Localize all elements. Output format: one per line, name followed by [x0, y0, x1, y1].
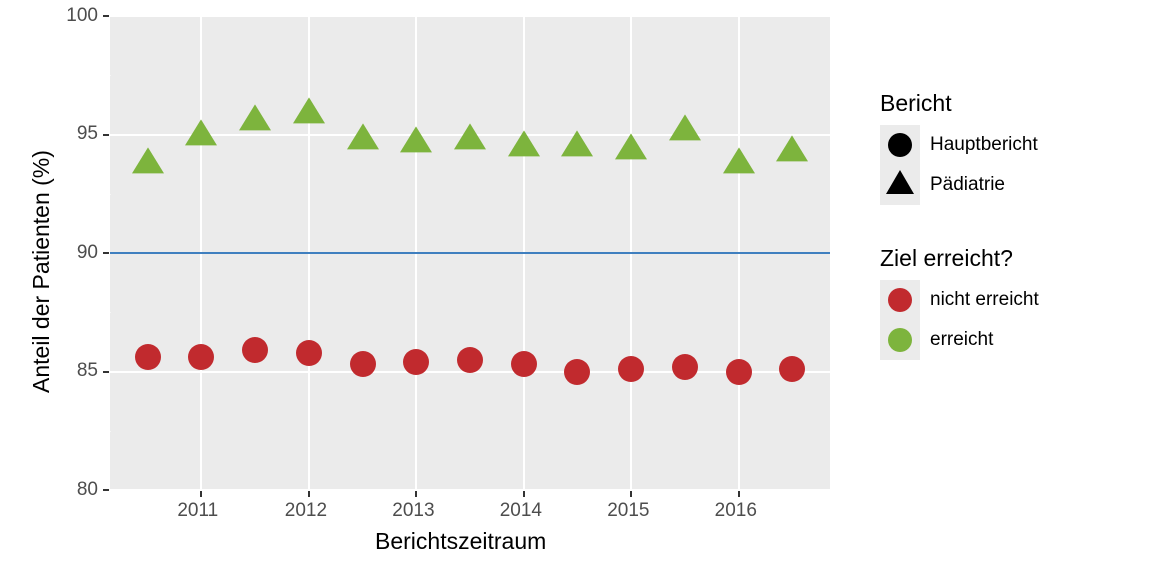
marker-triangle: [723, 147, 755, 173]
y-tick: [103, 15, 109, 17]
legend-label: nicht erreicht: [930, 289, 1039, 311]
marker-circle: [511, 351, 537, 377]
legend-swatch: [888, 328, 912, 352]
gridline-x-minor: [470, 16, 471, 17]
marker-circle: [726, 359, 752, 385]
legend-block: Bericht Hauptbericht Pädiatrie: [880, 90, 1039, 205]
legend: Bericht Hauptbericht Pädiatrie Ziel erreich…: [880, 90, 1039, 360]
marker-circle: [350, 351, 376, 377]
x-tick: [630, 491, 632, 497]
x-tick-label: 2012: [285, 500, 327, 522]
legend-key: [880, 280, 920, 320]
marker-circle: [457, 347, 483, 373]
gridline-x-minor: [577, 16, 578, 17]
legend-spacer: [880, 205, 1039, 245]
marker-triangle: [508, 131, 540, 157]
marker-triangle: [185, 119, 217, 145]
x-tick-label: 2015: [607, 500, 649, 522]
x-tick-label: 2016: [715, 500, 757, 522]
y-axis-title: Anteil der Patienten (%): [28, 150, 55, 393]
gridline-x-minor: [685, 16, 686, 17]
marker-circle: [672, 354, 698, 380]
legend-label: Pädiatrie: [930, 174, 1005, 196]
marker-circle: [564, 359, 590, 385]
gridline-y-minor: [110, 312, 111, 313]
legend-item: nicht erreicht: [880, 280, 1039, 320]
chart-root: Anteil der Patienten (%) Berichtszeitrau…: [0, 0, 1152, 576]
gridline-y-minor: [110, 431, 111, 432]
y-tick-label: 85: [77, 360, 98, 382]
x-tick-label: 2011: [177, 500, 218, 522]
marker-triangle: [886, 170, 914, 194]
marker-triangle: [293, 98, 325, 124]
x-tick-label: 2014: [500, 500, 542, 522]
marker-circle: [296, 340, 322, 366]
gridline-x-minor: [148, 16, 149, 17]
legend-key: [880, 165, 920, 205]
legend-key: [880, 320, 920, 360]
y-tick-label: 95: [77, 123, 98, 145]
legend-item: Hauptbericht: [880, 125, 1039, 165]
gridline-y: [110, 489, 830, 491]
marker-circle: [242, 337, 268, 363]
legend-title: Ziel erreicht?: [880, 245, 1039, 272]
marker-triangle: [776, 135, 808, 161]
marker-triangle: [454, 124, 486, 150]
y-tick-label: 90: [77, 242, 98, 264]
y-tick-label: 80: [77, 479, 98, 501]
marker-triangle: [347, 124, 379, 150]
y-tick: [103, 489, 109, 491]
marker-circle: [779, 356, 805, 382]
reference-line: [110, 252, 830, 254]
x-tick: [308, 491, 310, 497]
marker-circle: [188, 344, 214, 370]
marker-circle: [618, 356, 644, 382]
gridline-x-minor: [363, 16, 364, 17]
x-tick-label: 2013: [392, 500, 434, 522]
gridline-x-minor: [792, 16, 793, 17]
gridline-y-minor: [110, 75, 111, 76]
legend-item: erreicht: [880, 320, 1039, 360]
y-tick: [103, 252, 109, 254]
gridline-y-minor: [110, 194, 111, 195]
x-tick: [200, 491, 202, 497]
x-axis-title: Berichtszeitraum: [375, 528, 546, 555]
x-tick: [738, 491, 740, 497]
marker-triangle: [561, 131, 593, 157]
y-tick-label: 100: [66, 5, 98, 27]
legend-title: Bericht: [880, 90, 1039, 117]
marker-circle: [135, 344, 161, 370]
x-tick: [523, 491, 525, 497]
marker-triangle: [669, 114, 701, 140]
legend-key: [880, 125, 920, 165]
marker-triangle: [239, 105, 271, 131]
legend-item: Pädiatrie: [880, 165, 1039, 205]
marker-triangle: [615, 133, 647, 159]
y-tick: [103, 371, 109, 373]
marker-circle: [403, 349, 429, 375]
marker-triangle: [400, 126, 432, 152]
legend-block: Ziel erreicht? nicht erreicht erreicht: [880, 245, 1039, 360]
marker-circle: [888, 133, 912, 157]
legend-swatch: [888, 288, 912, 312]
y-tick: [103, 134, 109, 136]
marker-triangle: [132, 147, 164, 173]
legend-label: erreicht: [930, 329, 993, 351]
gridline-x-minor: [255, 16, 256, 17]
legend-label: Hauptbericht: [930, 134, 1038, 156]
x-tick: [415, 491, 417, 497]
plot-panel: [110, 16, 830, 490]
